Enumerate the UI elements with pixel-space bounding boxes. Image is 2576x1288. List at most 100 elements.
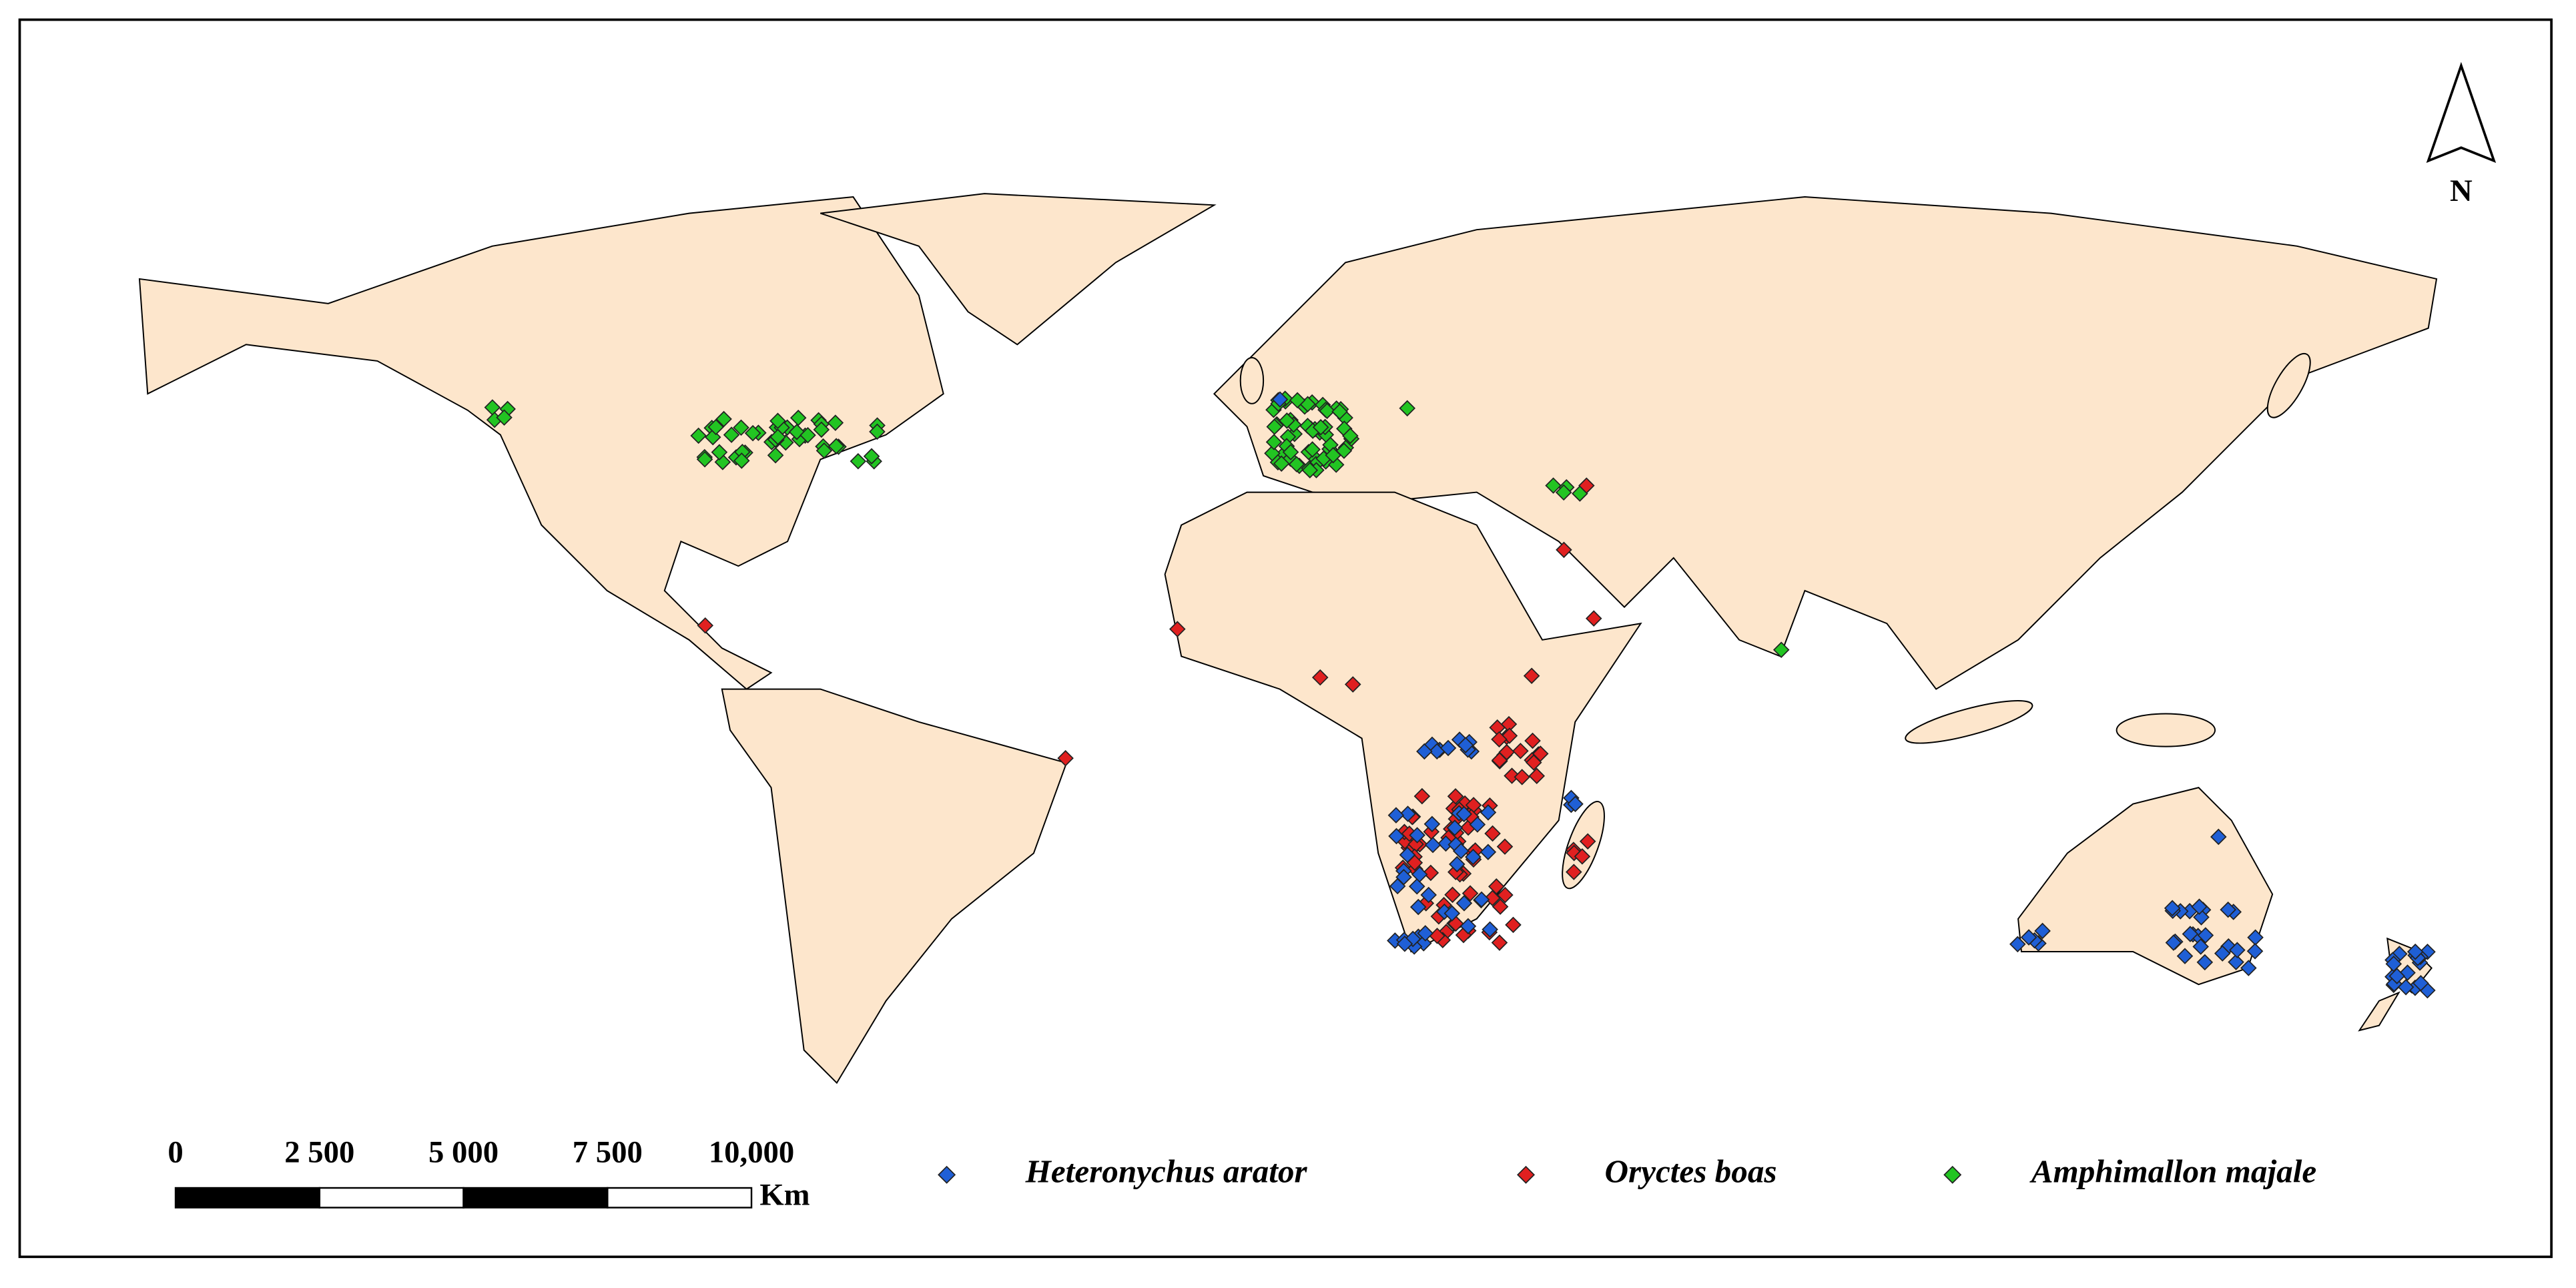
marker [1512, 742, 1529, 759]
marker [1424, 836, 1441, 854]
marker [1399, 400, 1415, 417]
marker [2034, 922, 2051, 940]
marker [1288, 456, 1305, 472]
marker [1420, 886, 1437, 904]
north-label: N [2450, 174, 2473, 208]
marker [1416, 743, 1433, 760]
marker [1409, 898, 1427, 916]
marker [1446, 820, 1464, 836]
marker [707, 418, 725, 436]
marker [1312, 418, 1329, 436]
marker [1331, 403, 1348, 420]
marker [1488, 878, 1505, 895]
marker [2214, 945, 2231, 962]
marker [2164, 900, 2181, 917]
marker [1497, 886, 1514, 904]
occurrence-points [484, 390, 2436, 999]
greenland [820, 193, 1217, 346]
indonesia [1905, 700, 2033, 744]
north-arrow-shape [2426, 61, 2497, 164]
marker [2165, 934, 2182, 951]
legend-marker [938, 1165, 956, 1184]
marker [1484, 825, 1501, 842]
marker [1492, 898, 1509, 915]
marker [769, 412, 786, 429]
marker [2176, 948, 2194, 964]
marker [1524, 732, 1541, 749]
marker [1484, 890, 1501, 907]
marker [1514, 769, 1530, 785]
land [138, 193, 2438, 1084]
marker [816, 442, 833, 459]
marker [1417, 925, 1434, 942]
marker [1388, 828, 1405, 845]
marker [1545, 477, 1562, 494]
marker [799, 426, 816, 444]
marker [2220, 901, 2236, 918]
marker [723, 426, 740, 443]
marker [1456, 895, 1473, 912]
marker [1574, 848, 1591, 865]
marker [1480, 844, 1497, 860]
marker [850, 452, 867, 470]
marker [690, 427, 707, 444]
scale-unit: Km [759, 1177, 810, 1212]
marker [1456, 806, 1473, 823]
marker [1399, 846, 1416, 864]
marker [1408, 878, 1425, 895]
marker [2240, 960, 2257, 976]
scale-label: 7 500 [573, 1135, 643, 1170]
marker [769, 428, 786, 446]
scale-segment [607, 1187, 753, 1209]
marker [1279, 412, 1295, 429]
marker [1265, 434, 1283, 450]
scale-bar: 0 2 500 5 000 7 500 10,000 Km [168, 1135, 810, 1213]
north-america [138, 196, 944, 690]
marker [1342, 427, 1359, 444]
marker [1423, 816, 1441, 833]
marker [1289, 392, 1306, 409]
marker [1411, 866, 1428, 883]
scale-segment [174, 1187, 321, 1209]
marker [2228, 954, 2244, 970]
marker [1462, 885, 1479, 902]
marker [715, 410, 732, 428]
marker [1413, 787, 1431, 805]
legend-label: Heteronychus arator [1025, 1153, 1308, 1190]
marker [1273, 455, 1290, 472]
marker [2193, 909, 2210, 926]
marker [1439, 739, 1457, 757]
marker [1344, 676, 1361, 693]
marker [696, 450, 713, 468]
marker [869, 423, 886, 440]
marker [1491, 731, 1508, 748]
marker [2197, 927, 2214, 944]
marker [2210, 828, 2227, 846]
marker [828, 438, 845, 454]
marker [711, 444, 728, 460]
marker [733, 452, 750, 469]
legend-label: Amphimallon majale [2029, 1153, 2316, 1190]
marker [2182, 926, 2199, 942]
africa [1164, 491, 1642, 953]
marker [1555, 484, 1572, 501]
marker [1169, 621, 1186, 637]
marker [1473, 891, 1490, 908]
marker [1491, 934, 1508, 951]
marker [1282, 444, 1299, 460]
scale-segment [318, 1187, 464, 1209]
marker [1422, 864, 1439, 882]
marker [697, 617, 714, 634]
marker [1301, 462, 1319, 478]
legend-marker [1943, 1165, 1962, 1184]
marker [1443, 905, 1461, 922]
marker [1311, 669, 1329, 686]
marker [1523, 667, 1540, 685]
marker [1460, 918, 1477, 935]
marker [1266, 418, 1283, 435]
legend-marker [1516, 1165, 1536, 1184]
marker [1447, 787, 1464, 805]
marker [1491, 751, 1508, 769]
marker [1271, 391, 1289, 408]
